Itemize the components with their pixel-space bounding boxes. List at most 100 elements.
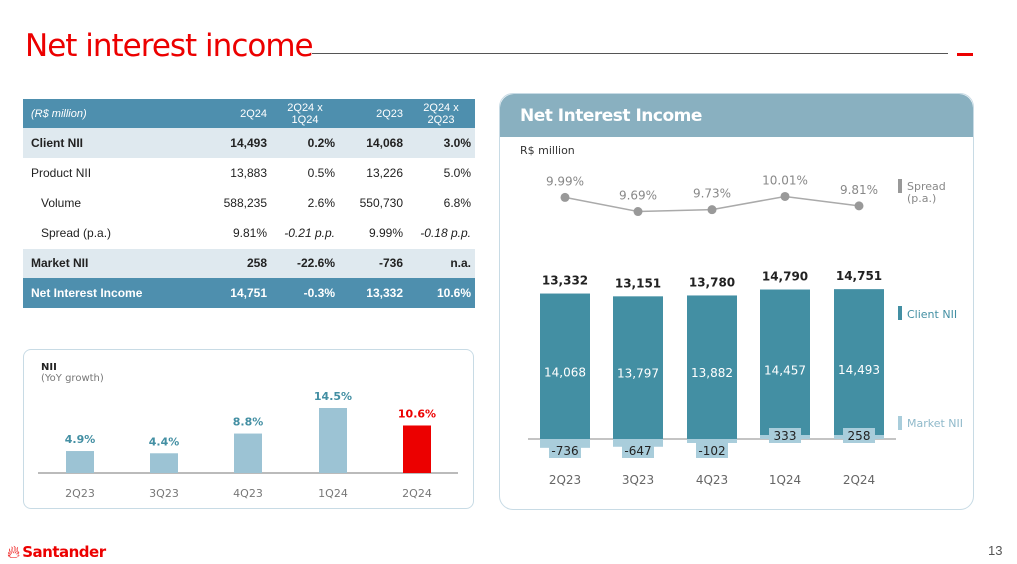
table-cell: 9.81% [203, 218, 271, 249]
table-cell: 588,235 [203, 188, 271, 219]
table-header-row: (R$ million) 2Q24 2Q24 x 1Q24 2Q23 2Q24 x 2Q… [23, 99, 475, 128]
table-row: Net Interest Income 14,751 -0.3% 13,332 10.6… [23, 278, 475, 308]
spread-label: 9.73% [693, 187, 731, 201]
market-nii-label: 258 [848, 429, 871, 443]
x-tick-label: 1Q24 [318, 487, 348, 500]
table-cell: 2.6% [271, 188, 339, 219]
client-nii-bar [687, 295, 737, 439]
y-unit-label: R$ million [520, 144, 575, 157]
column-header: 2Q24 x 2Q23 [407, 99, 475, 128]
column-header: 2Q24 [203, 99, 271, 128]
x-tick-label: 3Q23 [622, 473, 654, 487]
nii-chart-panel: Net Interest Income R$ million 14,068 -736… [499, 93, 974, 510]
table-cell: n.a. [407, 248, 475, 278]
bar [403, 425, 431, 473]
column-header: 2Q23 [339, 99, 407, 128]
data-label: 4.4% [149, 435, 180, 448]
market-nii-label-bg [769, 428, 801, 443]
table-cell: -0.21 p.p. [271, 218, 339, 249]
chart-title: NII [41, 362, 57, 373]
market-nii-label-bg [622, 443, 654, 458]
nii-chart-header: Net Interest Income [500, 94, 973, 137]
page-number: 13 [988, 543, 1003, 558]
legend-swatch-client [898, 306, 902, 320]
table-cell: 3.0% [407, 128, 475, 158]
legend-market: Market NII [907, 417, 963, 430]
yoy-growth-svg: NII(YoY growth) 4.9% 2Q23 4.4% 3Q23 8.8% 4Q23 1… [38, 362, 458, 500]
brand-name: Santander [22, 543, 106, 561]
legend-spread-unit: (p.a.) [907, 192, 936, 205]
bar [150, 453, 178, 473]
title-dash [957, 53, 973, 56]
table-cell: 550,730 [339, 188, 407, 219]
client-nii-bar [760, 289, 810, 439]
santander-logo: 🔥︎ Santander [7, 541, 106, 563]
table-cell: 14,068 [339, 128, 407, 158]
market-nii-bar [613, 439, 663, 447]
legend-swatch-spread [898, 179, 902, 193]
nii-table: (R$ million) 2Q24 2Q24 x 1Q24 2Q23 2Q24 x 2Q… [23, 99, 475, 308]
market-nii-label-bg [696, 443, 728, 458]
legend-spread: Spread [907, 180, 946, 193]
x-tick-label: 2Q23 [65, 487, 95, 500]
market-nii-bar [687, 439, 737, 443]
client-nii-label: 13,882 [691, 366, 733, 380]
market-nii-label: -736 [551, 444, 578, 458]
row-label: Volume [23, 188, 203, 219]
client-nii-label: 13,797 [617, 367, 659, 381]
bar [319, 408, 347, 473]
data-label: 8.8% [233, 416, 264, 429]
row-label: Net Interest Income [23, 278, 203, 308]
legend-swatch-market [898, 416, 902, 430]
client-nii-bar [613, 296, 663, 439]
spread-point [560, 192, 570, 202]
data-label: 14.5% [314, 390, 352, 403]
x-tick-label: 4Q23 [233, 487, 263, 500]
x-tick-label: 2Q23 [549, 473, 581, 487]
table-cell: 258 [203, 248, 271, 278]
nii-chart-title: Net Interest Income [520, 106, 702, 126]
market-nii-label-bg [843, 428, 875, 443]
spread-label: 10.01% [762, 173, 808, 187]
title-rule [312, 53, 948, 54]
table-cell: -0.18 p.p. [407, 218, 475, 249]
spread-label: 9.99% [546, 174, 584, 188]
table-cell: 14,493 [203, 128, 271, 158]
x-tick-label: 4Q23 [696, 473, 728, 487]
x-tick-label: 2Q24 [402, 487, 432, 500]
page-title: Net interest income [25, 28, 314, 64]
chart-subtitle: (YoY growth) [41, 373, 104, 384]
table-cell: 13,332 [339, 278, 407, 308]
client-nii-bar [540, 293, 590, 439]
table-row: Volume 588,235 2.6% 550,730 6.8% [23, 188, 475, 219]
x-tick-label: 3Q23 [149, 487, 179, 500]
spread-point [633, 207, 643, 217]
table-row: Market NII 258 -22.6% -736 n.a. [23, 248, 475, 278]
table-cell: 0.5% [271, 158, 339, 189]
nii-chart-svg: R$ million 14,068 -736 13,332 2Q23 13,797 -647… [520, 144, 963, 487]
data-label: 10.6% [398, 407, 436, 420]
x-tick-label: 2Q24 [843, 473, 875, 487]
table-cell: 14,751 [203, 278, 271, 308]
data-label: 4.9% [65, 433, 96, 446]
client-nii-label: 14,457 [764, 363, 806, 377]
total-label: 14,751 [836, 269, 882, 283]
spread-label: 9.81% [840, 183, 878, 197]
total-label: 13,332 [542, 274, 588, 288]
table-row: Product NII 13,883 0.5% 13,226 5.0% [23, 158, 475, 189]
table-cell: 13,883 [203, 158, 271, 189]
table-cell: -736 [339, 248, 407, 278]
legend-client: Client NII [907, 308, 957, 321]
column-header: (R$ million) [23, 99, 203, 128]
market-nii-label: -102 [698, 444, 725, 458]
table-cell: -22.6% [271, 248, 339, 278]
table-row: Spread (p.a.) 9.81% -0.21 p.p. 9.99% -0.18 p… [23, 218, 475, 249]
table-cell: 5.0% [407, 158, 475, 189]
market-nii-label: 333 [774, 429, 797, 443]
table-cell: -0.3% [271, 278, 339, 308]
client-nii-bar [834, 289, 884, 439]
spread-point [854, 201, 864, 211]
row-label: Market NII [23, 248, 203, 278]
table-cell: 10.6% [407, 278, 475, 308]
total-label: 14,790 [762, 270, 808, 284]
